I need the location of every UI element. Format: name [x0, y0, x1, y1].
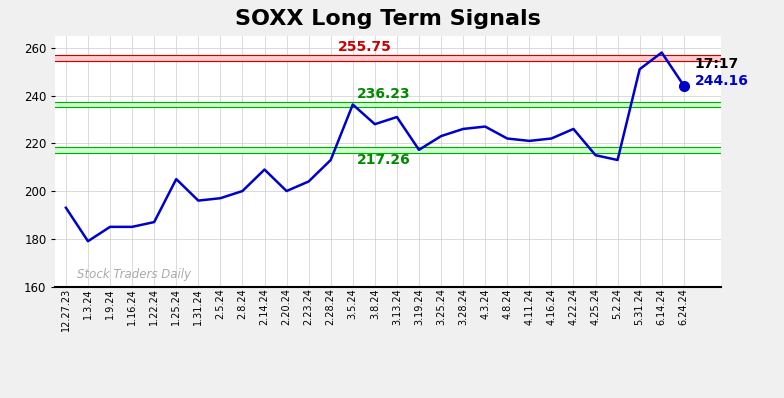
- Text: 244.16: 244.16: [695, 74, 749, 88]
- Bar: [55, 101, 721, 107]
- Point: [677, 82, 690, 89]
- Text: 217.26: 217.26: [358, 153, 411, 168]
- Title: SOXX Long Term Signals: SOXX Long Term Signals: [235, 9, 541, 29]
- Text: 17:17: 17:17: [695, 57, 739, 71]
- Bar: [55, 55, 721, 61]
- Text: Stock Traders Daily: Stock Traders Daily: [77, 267, 191, 281]
- Bar: [55, 147, 721, 153]
- Text: 236.23: 236.23: [358, 87, 411, 101]
- Text: 255.75: 255.75: [338, 40, 392, 54]
